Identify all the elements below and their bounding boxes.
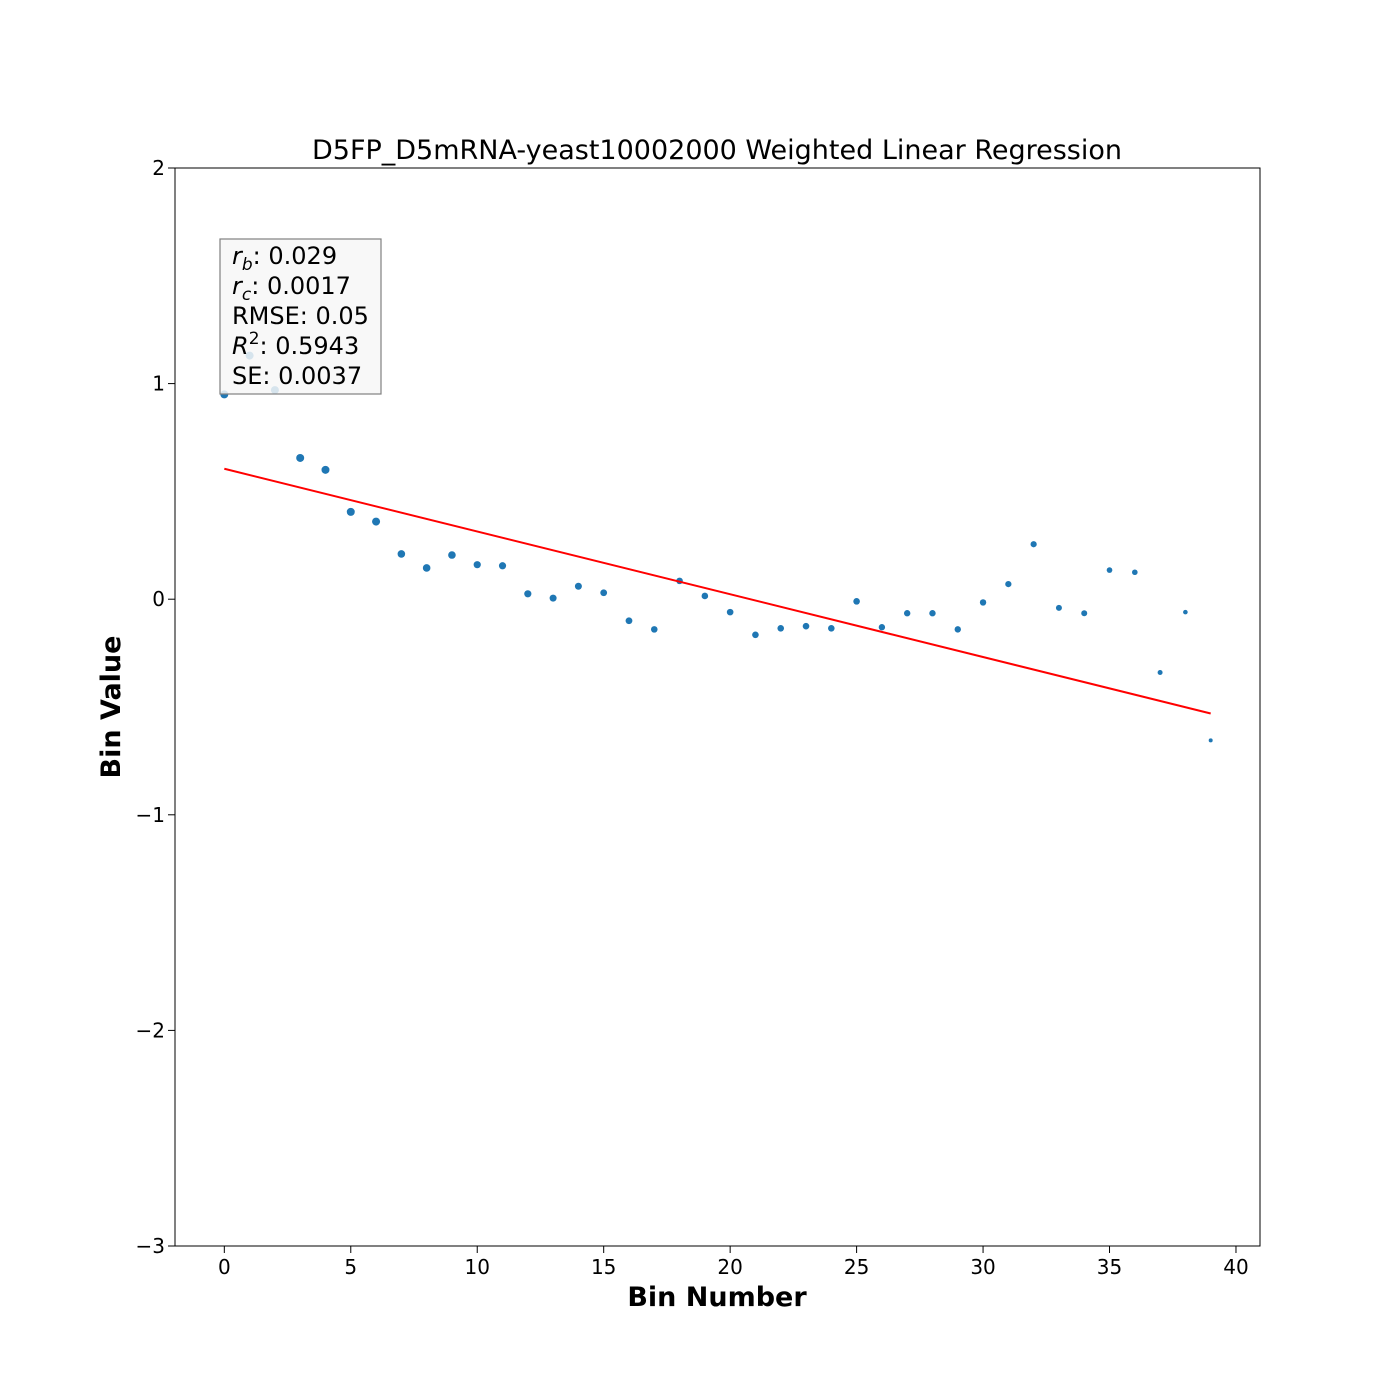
- y-axis: −3 −2 −1 0 1 2: [136, 156, 175, 1258]
- data-point-33: [1055, 604, 1062, 611]
- y-tick-label-1: −2: [136, 1018, 165, 1042]
- data-point-12: [524, 590, 532, 598]
- x-axis: 0 5 10 15 20 25 30 35 40: [218, 1246, 1249, 1279]
- x-tick-label-6: 30: [970, 1255, 995, 1279]
- stats-box-frame: [219, 238, 382, 395]
- y-tick-label-3: 0: [152, 587, 165, 611]
- data-point-8: [422, 564, 431, 572]
- y-tick-label-2: −1: [136, 803, 165, 827]
- data-point-28: [929, 610, 936, 617]
- data-point-25: [853, 598, 860, 605]
- x-tick-label-1: 5: [344, 1255, 357, 1279]
- data-point-20: [726, 608, 734, 616]
- y-tick-label-5: 2: [152, 156, 165, 180]
- stat-line-4: SE: 0.0037: [232, 362, 362, 390]
- data-point-30: [979, 599, 987, 606]
- y-tick-label-4: 1: [152, 372, 165, 396]
- data-point-31: [1005, 581, 1012, 588]
- regression-layer: [224, 467, 1211, 715]
- chart-title: D5FP_D5mRNA-yeast10002000 Weighted Linea…: [312, 135, 1122, 166]
- regression-line: [224, 467, 1211, 715]
- data-point-35: [1106, 567, 1113, 573]
- data-point-22: [777, 625, 785, 632]
- data-point-32: [1030, 541, 1037, 548]
- x-tick-label-8: 40: [1223, 1255, 1248, 1279]
- data-point-37: [1157, 670, 1163, 676]
- data-point-6: [372, 517, 381, 526]
- data-point-36: [1132, 569, 1138, 576]
- data-point-14: [574, 582, 582, 590]
- y-axis-label: Bin Value: [96, 636, 127, 779]
- x-tick-label-5: 25: [844, 1255, 869, 1279]
- stat-line-3: R2: 0.5943: [232, 329, 359, 360]
- data-point-7: [397, 550, 406, 558]
- data-point-39: [1208, 738, 1213, 743]
- data-point-13: [549, 594, 557, 602]
- data-point-9: [448, 551, 456, 559]
- data-point-24: [828, 625, 835, 632]
- data-point-5: [346, 507, 355, 516]
- data-point-15: [600, 589, 608, 597]
- data-point-34: [1081, 610, 1088, 617]
- y-tick-label-0: −3: [136, 1234, 165, 1258]
- data-point-4: [321, 465, 330, 474]
- data-point-10: [473, 561, 481, 569]
- x-tick-label-0: 0: [218, 1255, 231, 1279]
- x-axis-label: Bin Number: [627, 1282, 807, 1313]
- data-point-21: [752, 631, 759, 639]
- data-point-17: [650, 626, 658, 633]
- stat-line-1: rc: 0.0017: [232, 272, 351, 305]
- x-tick-label-2: 10: [465, 1255, 490, 1279]
- x-tick-label-4: 20: [717, 1255, 742, 1279]
- data-point-26: [878, 624, 886, 631]
- plot-frame: [174, 167, 1261, 1247]
- data-point-19: [701, 592, 709, 600]
- data-point-38: [1183, 609, 1188, 615]
- x-tick-label-3: 15: [591, 1255, 616, 1279]
- data-points: [220, 351, 1213, 743]
- x-tick-label-7: 35: [1097, 1255, 1122, 1279]
- data-point-23: [802, 622, 810, 630]
- data-point-3: [296, 453, 305, 462]
- data-point-27: [903, 610, 911, 617]
- data-point-29: [954, 626, 961, 633]
- stat-line-0: rb: 0.029: [232, 242, 337, 275]
- data-point-11: [498, 562, 507, 570]
- stat-line-2: RMSE: 0.05: [232, 302, 369, 330]
- data-point-16: [625, 617, 633, 625]
